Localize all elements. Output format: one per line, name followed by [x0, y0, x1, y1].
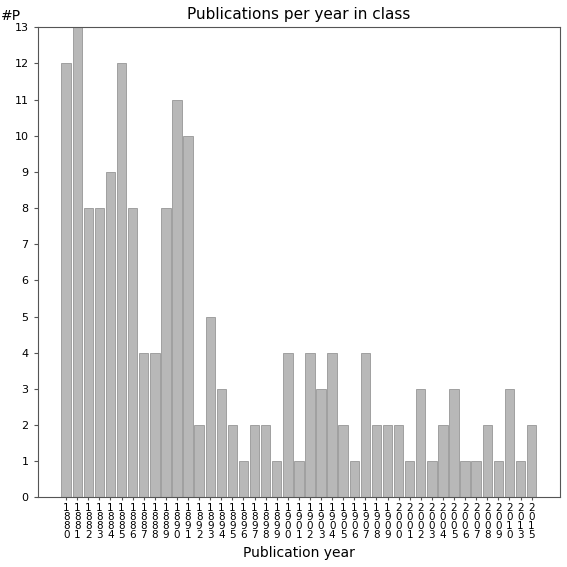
Bar — [172, 100, 181, 497]
Bar — [294, 461, 303, 497]
Bar — [205, 316, 215, 497]
Bar — [261, 425, 270, 497]
Bar — [427, 461, 437, 497]
Bar — [449, 389, 459, 497]
Bar — [139, 353, 149, 497]
Bar — [150, 353, 159, 497]
Bar — [472, 461, 481, 497]
Bar — [338, 425, 348, 497]
Bar — [95, 208, 104, 497]
Bar — [117, 64, 126, 497]
Bar — [250, 425, 259, 497]
X-axis label: Publication year: Publication year — [243, 546, 355, 560]
Bar — [161, 208, 171, 497]
Title: Publications per year in class: Publications per year in class — [187, 7, 411, 22]
Bar — [505, 389, 514, 497]
Bar — [516, 461, 525, 497]
Bar — [383, 425, 392, 497]
Bar — [416, 389, 425, 497]
Bar — [527, 425, 536, 497]
Bar — [305, 353, 315, 497]
Bar — [128, 208, 137, 497]
Bar — [83, 208, 93, 497]
Bar — [483, 425, 492, 497]
Bar — [350, 461, 359, 497]
Bar — [283, 353, 293, 497]
Bar — [316, 389, 326, 497]
Bar — [61, 64, 71, 497]
Bar — [405, 461, 414, 497]
Bar — [460, 461, 470, 497]
Bar — [194, 425, 204, 497]
Text: #P: #P — [1, 9, 22, 23]
Bar — [361, 353, 370, 497]
Bar — [327, 353, 337, 497]
Bar — [372, 425, 381, 497]
Bar — [73, 27, 82, 497]
Bar — [106, 172, 115, 497]
Bar — [217, 389, 226, 497]
Bar — [394, 425, 403, 497]
Bar — [183, 136, 193, 497]
Bar — [494, 461, 503, 497]
Bar — [228, 425, 237, 497]
Bar — [438, 425, 448, 497]
Bar — [239, 461, 248, 497]
Bar — [272, 461, 281, 497]
